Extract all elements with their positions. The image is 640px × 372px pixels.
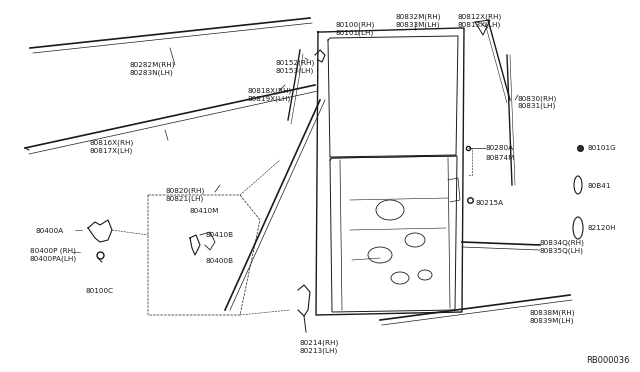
Text: 80215A: 80215A [475, 200, 503, 206]
Text: 80152(RH)
80153(LH): 80152(RH) 80153(LH) [275, 60, 314, 74]
Text: 80B41: 80B41 [588, 183, 611, 189]
Text: 80834Q(RH)
80835Q(LH): 80834Q(RH) 80835Q(LH) [540, 240, 585, 254]
Text: 80874M: 80874M [486, 155, 515, 161]
Text: 80214(RH)
80213(LH): 80214(RH) 80213(LH) [300, 340, 339, 354]
Text: 80830(RH)
80831(LH): 80830(RH) 80831(LH) [518, 95, 557, 109]
Text: 80838M(RH)
80839M(LH): 80838M(RH) 80839M(LH) [530, 310, 575, 324]
Text: RB000036: RB000036 [586, 356, 630, 365]
Text: 80101G: 80101G [588, 145, 617, 151]
Text: 80400B: 80400B [205, 258, 233, 264]
Text: 80410B: 80410B [205, 232, 233, 238]
Text: 80280A: 80280A [486, 145, 514, 151]
Text: 80818X(RH)
80819X(LH): 80818X(RH) 80819X(LH) [248, 88, 292, 102]
Text: 80400P (RH)
80400PA(LH): 80400P (RH) 80400PA(LH) [30, 248, 77, 262]
Text: 82120H: 82120H [588, 225, 616, 231]
Text: 80100(RH)
80101(LH): 80100(RH) 80101(LH) [335, 22, 374, 36]
Text: 80820(RH)
80821(LH): 80820(RH) 80821(LH) [165, 188, 204, 202]
Text: 80832M(RH)
80833M(LH): 80832M(RH) 80833M(LH) [395, 14, 440, 28]
Text: 80816X(RH)
80817X(LH): 80816X(RH) 80817X(LH) [90, 140, 134, 154]
Text: 80400A: 80400A [35, 228, 63, 234]
Text: 80410M: 80410M [190, 208, 220, 214]
Text: 80282M(RH)
80283N(LH): 80282M(RH) 80283N(LH) [130, 62, 175, 76]
Text: 80100C: 80100C [85, 288, 113, 294]
Text: 80812X(RH)
80813X(LH): 80812X(RH) 80813X(LH) [458, 14, 502, 28]
